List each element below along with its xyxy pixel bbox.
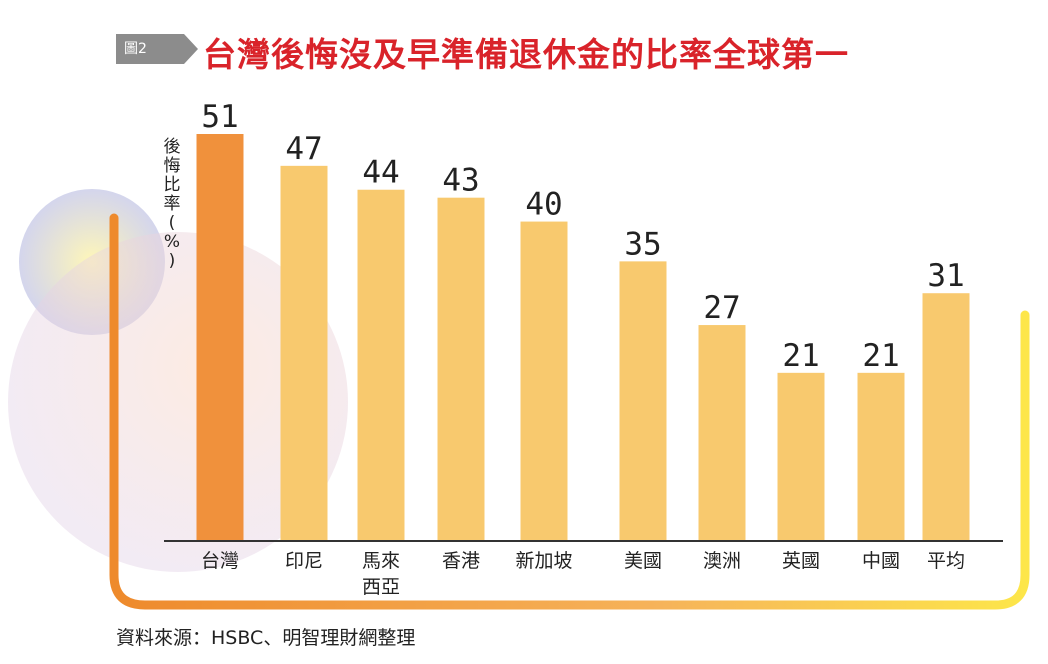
- bar-6: [698, 325, 746, 540]
- source-note: 資料來源：HSBC、明智理財網整理: [116, 627, 416, 649]
- figure-tag: [116, 34, 198, 64]
- category-label-7: 英國: [782, 550, 820, 572]
- value-label-7: 21: [782, 338, 819, 374]
- category-label-1: 印尼: [285, 550, 323, 572]
- category-label-6: 澳洲: [703, 550, 741, 572]
- bar-7: [777, 372, 825, 540]
- bar-5: [619, 261, 667, 540]
- category-label-5: 美國: [624, 550, 662, 572]
- value-label-5: 35: [624, 226, 661, 262]
- bar-1: [280, 165, 328, 540]
- category-label-2: 馬來: [362, 550, 400, 572]
- value-label-8: 21: [862, 338, 899, 374]
- bar-8: [857, 372, 905, 540]
- chart-title: 台灣後悔沒及早準備退休金的比率全球第一: [203, 35, 849, 74]
- bar-2: [357, 189, 405, 540]
- header: 圖2 台灣後悔沒及早準備退休金的比率全球第一: [0, 0, 1048, 80]
- category-label-0: 台灣: [201, 550, 239, 572]
- bar-0: [196, 134, 244, 540]
- figure-label: 圖2: [124, 41, 147, 57]
- value-label-3: 43: [442, 163, 479, 199]
- category-label-4: 新加坡: [515, 550, 572, 572]
- category-label-2: 西亞: [362, 576, 400, 598]
- value-label-9: 31: [927, 258, 964, 294]
- value-label-1: 47: [285, 131, 322, 167]
- frame-line: [109, 213, 1030, 610]
- decor-circle-large: [8, 232, 348, 572]
- value-label-6: 27: [703, 290, 740, 326]
- bar-3: [437, 197, 485, 540]
- category-label-8: 中國: [862, 550, 900, 572]
- bar-9: [922, 293, 970, 540]
- bar-4: [520, 221, 568, 540]
- value-label-4: 40: [525, 187, 562, 223]
- y-axis-label: 後悔比率(%): [164, 137, 181, 271]
- value-label-0: 51: [201, 99, 238, 135]
- value-label-2: 44: [362, 155, 399, 191]
- category-label-3: 香港: [442, 550, 480, 572]
- category-label-9: 平均: [927, 550, 965, 572]
